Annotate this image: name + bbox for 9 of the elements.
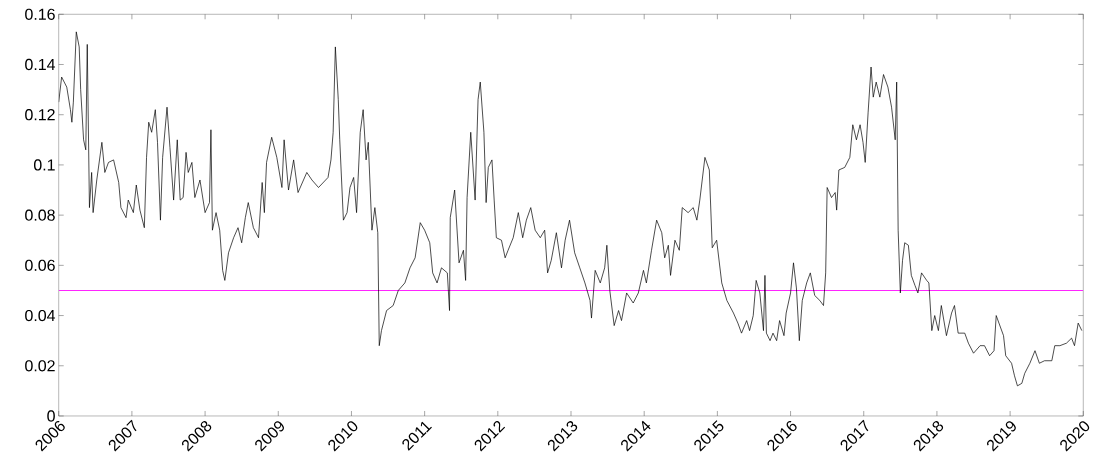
y-tick-label: 0.1 xyxy=(33,159,55,171)
y-tick-label: 0.04 xyxy=(25,309,56,322)
y-tick-label: 0.06 xyxy=(25,259,55,271)
y-tick-label: 0.14 xyxy=(25,58,56,71)
y-tick-label: 0.08 xyxy=(25,209,55,221)
y-tick-label: 0 xyxy=(47,410,55,422)
y-tick-label: 0.12 xyxy=(25,109,55,121)
y-tick-label: 0.16 xyxy=(25,8,55,20)
y-tick-label: 0.02 xyxy=(25,360,55,372)
